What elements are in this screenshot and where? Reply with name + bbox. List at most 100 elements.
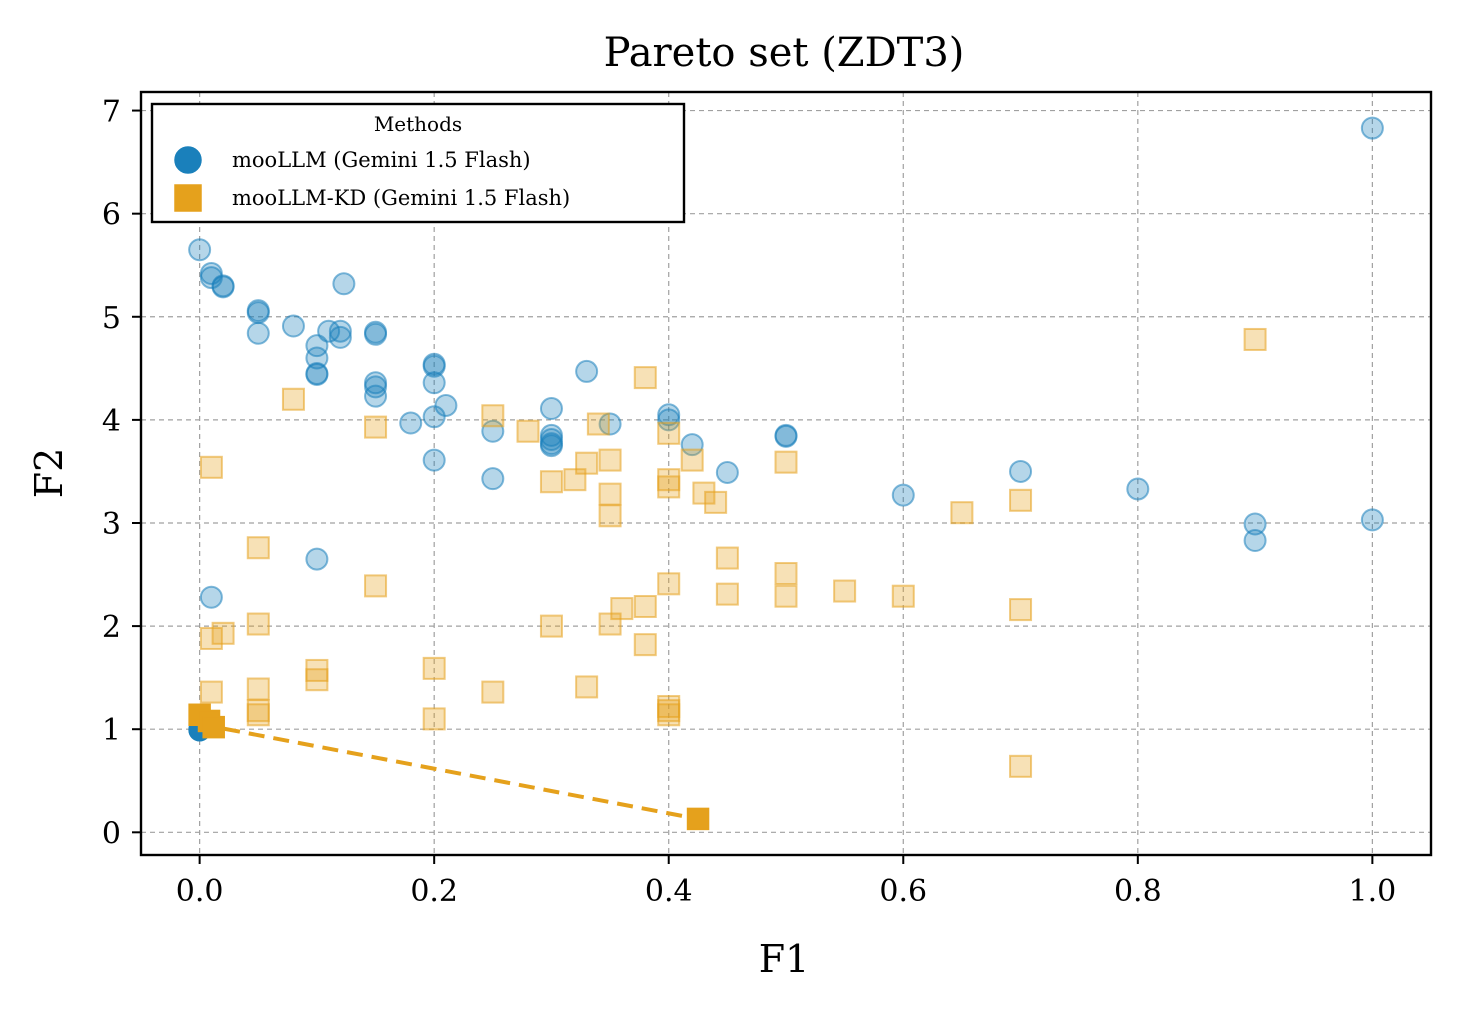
point-moollm — [1360, 508, 1384, 532]
pareto-front-lines — [199, 722, 699, 821]
x-tick-label: 0.0 — [176, 874, 224, 909]
point-moollm-kd — [657, 572, 681, 596]
y-tick-label: 6 — [102, 198, 121, 233]
legend: Methods mooLLM (Gemini 1.5 Flash) mooLLM… — [150, 102, 686, 224]
point-moollm — [1126, 477, 1150, 501]
point-moollm — [422, 354, 446, 378]
point-moollm — [364, 375, 388, 399]
point-moollm — [657, 403, 681, 427]
x-tick-label: 0.2 — [410, 874, 458, 909]
plot-frame — [139, 90, 1433, 857]
point-moollm — [598, 412, 622, 436]
data-points — [188, 116, 1384, 831]
point-moollm — [281, 314, 305, 338]
point-moollm — [364, 384, 388, 408]
point-moollm-kd — [422, 656, 446, 680]
y-tick-label: 3 — [102, 507, 121, 542]
point-moollm-kd — [481, 680, 505, 704]
point-moollm-kd — [598, 448, 622, 472]
point-moollm-kd — [598, 504, 622, 528]
point-moollm-kd — [364, 415, 388, 439]
point-moollm — [246, 321, 270, 345]
point-moollm-kd — [598, 482, 622, 506]
y-tick-label: 0 — [102, 816, 121, 851]
y-tick-label: 1 — [102, 713, 121, 748]
point-moollm-kd — [481, 404, 505, 428]
point-moollm — [575, 359, 599, 383]
point-moollm — [305, 363, 329, 387]
point-moollm — [399, 411, 423, 435]
point-moollm — [1243, 529, 1267, 553]
point-moollm — [481, 467, 505, 491]
grid-lines — [141, 92, 1431, 855]
point-moollm-kd — [715, 582, 739, 606]
point-moollm — [1360, 116, 1384, 140]
point-moollm — [539, 397, 563, 421]
point-moollm-kd — [539, 614, 563, 638]
point-moollm-kd — [281, 387, 305, 411]
point-moollm-kd — [516, 419, 540, 443]
point-moollm-kd — [246, 677, 270, 701]
point-moollm — [246, 301, 270, 325]
point-moollm — [317, 319, 341, 343]
point-moollm-kd — [774, 562, 798, 586]
legend-entry-moollm: mooLLM (Gemini 1.5 Flash) — [232, 148, 531, 172]
point-moollm-kd — [657, 703, 681, 727]
point-moollm-kd — [246, 612, 270, 636]
point-moollm-kd — [657, 475, 681, 499]
point-moollm-kd — [633, 633, 657, 657]
point-moollm-kd — [1009, 598, 1033, 622]
point-moollm — [328, 319, 352, 343]
point-moollm — [422, 371, 446, 395]
x-tick-label: 0.4 — [645, 874, 693, 909]
point-moollm — [188, 238, 212, 262]
point-moollm-kd — [774, 450, 798, 474]
point-moollm-kd — [246, 703, 270, 727]
point-moollm-kd — [246, 536, 270, 560]
point-moollm — [539, 434, 563, 458]
point-moollm-kd — [774, 584, 798, 608]
legend-marker-moollm-kd — [174, 184, 202, 212]
point-moollm-kd — [199, 455, 223, 479]
legend-title: Methods — [374, 112, 462, 136]
y-tick-label: 2 — [102, 610, 121, 645]
pareto-front-line-moollm-kd — [199, 722, 699, 821]
legend-box — [150, 102, 686, 224]
point-moollm-kd — [692, 481, 716, 505]
x-tick-label: 0.6 — [879, 874, 927, 909]
legend-entry-moollm-kd: mooLLM-KD (Gemini 1.5 Flash) — [232, 186, 570, 210]
point-moollm — [715, 460, 739, 484]
point-moollm — [774, 424, 798, 448]
point-moollm — [305, 547, 329, 571]
point-moollm — [211, 275, 235, 299]
point-moollm — [434, 393, 458, 417]
point-moollm-kd — [633, 595, 657, 619]
point-moollm-kd — [422, 707, 446, 731]
point-moollm-kd — [575, 451, 599, 475]
point-moollm-kd — [610, 597, 634, 621]
point-moollm — [199, 266, 223, 290]
point-moollm-kd — [539, 470, 563, 494]
point-moollm-kd — [211, 621, 235, 645]
point-moollm — [332, 272, 356, 296]
point-moollm — [199, 585, 223, 609]
point-moollm-kd — [833, 579, 857, 603]
point-moollm-kd — [586, 412, 610, 436]
point-moollm-kd — [704, 490, 728, 514]
y-tick-label: 5 — [102, 301, 121, 336]
point-moollm — [328, 325, 352, 349]
chart-title: Pareto set (ZDT3) — [604, 30, 965, 76]
x-axis-label: F1 — [759, 937, 810, 981]
point-moollm-kd — [1009, 754, 1033, 778]
point-moollm — [364, 322, 388, 346]
point-moollm — [657, 408, 681, 432]
point-moollm-kd — [199, 680, 223, 704]
point-moollm-kd — [715, 546, 739, 570]
point-moollm-kd — [364, 574, 388, 598]
point-moollm — [1009, 459, 1033, 483]
point-moollm-kd — [657, 421, 681, 445]
point-moollm-kd — [950, 501, 974, 525]
point-moollm — [1243, 512, 1267, 536]
point-moollm-kd — [1243, 327, 1267, 351]
